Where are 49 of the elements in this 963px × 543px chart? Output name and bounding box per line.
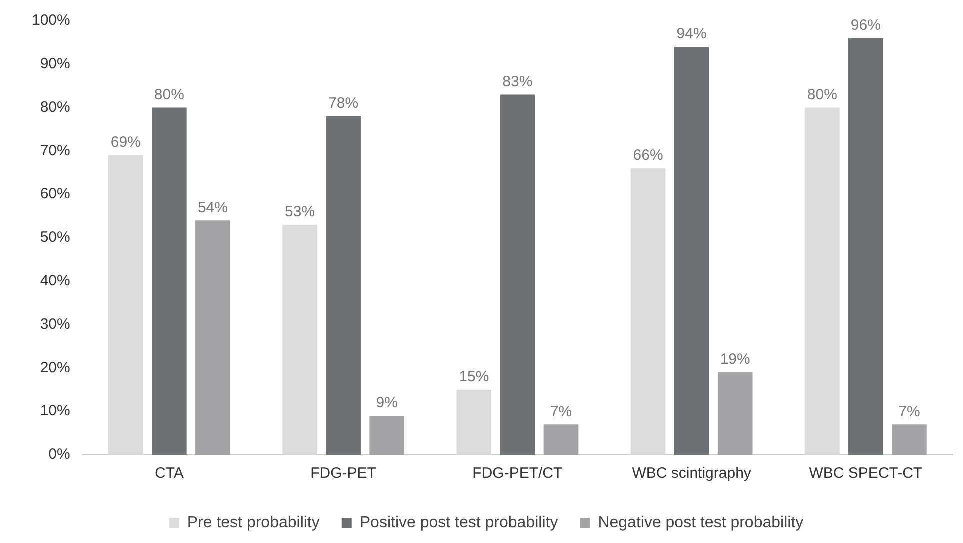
y-tick-label: 0% (48, 446, 70, 464)
y-tick-label: 80% (40, 98, 70, 116)
data-label: 94% (676, 26, 707, 43)
data-label: 83% (502, 73, 533, 90)
data-label: 7% (898, 403, 920, 420)
bar (326, 116, 361, 455)
bar (544, 424, 579, 455)
data-label: 66% (633, 147, 664, 164)
data-label: 9% (376, 394, 398, 412)
x-tick-label: FDG-PET/CT (472, 465, 563, 482)
bar (804, 108, 840, 455)
data-label: 19% (720, 351, 750, 368)
x-tick-label: FDG-PET (310, 465, 376, 482)
bar (456, 390, 492, 455)
data-label: 80% (807, 86, 838, 104)
data-label: 80% (154, 86, 184, 104)
x-tick-label: WBC scintigraphy (632, 465, 752, 482)
y-tick-label: 60% (40, 186, 70, 203)
data-label: 54% (198, 199, 228, 216)
bar (718, 372, 753, 455)
legend-label: Negative post test probability (598, 514, 804, 532)
data-label: 15% (459, 368, 490, 386)
bar (848, 38, 884, 455)
data-label: 78% (328, 95, 359, 112)
data-label: 69% (110, 134, 141, 152)
data-label: 96% (850, 17, 881, 34)
legend-label: Pre test probability (187, 514, 320, 532)
bar (196, 220, 230, 455)
bar (152, 108, 187, 455)
bar (892, 424, 927, 455)
y-tick-label: 10% (40, 402, 70, 420)
x-tick-label: CTA (154, 465, 184, 482)
bar (630, 168, 666, 455)
y-tick-label: 100% (32, 12, 70, 30)
bar (282, 224, 318, 455)
bar (108, 156, 144, 455)
data-label: 7% (550, 403, 572, 420)
bar (370, 416, 404, 455)
x-tick-label: WBC SPECT-CT (809, 465, 923, 482)
y-tick-label: 90% (40, 56, 70, 73)
y-tick-label: 40% (40, 272, 70, 290)
data-label: 53% (285, 204, 316, 221)
y-tick-label: 30% (40, 316, 70, 333)
bar (500, 94, 536, 455)
legend-label: Positive post test probability (360, 514, 558, 532)
y-tick-label: 20% (40, 359, 70, 376)
bar (674, 47, 710, 455)
y-tick-label: 50% (40, 229, 70, 246)
y-tick-label: 70% (40, 142, 70, 160)
